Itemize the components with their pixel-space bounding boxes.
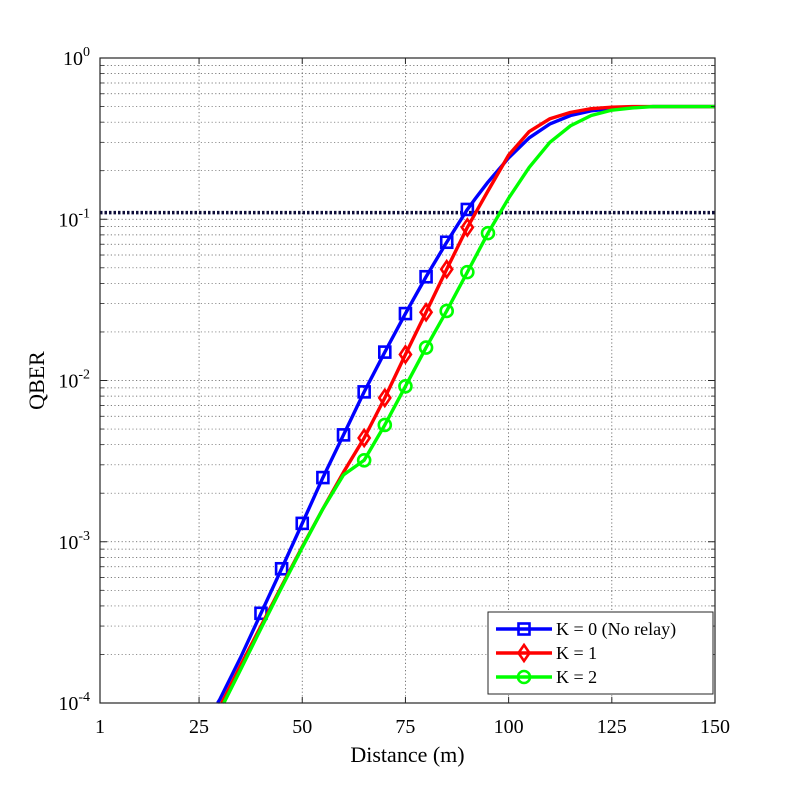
series-marker-k0 <box>377 345 392 359</box>
series-marker-k2 <box>356 452 372 468</box>
series-marker-k1 <box>418 301 434 323</box>
series-marker-k1 <box>439 258 454 280</box>
x-tick-label: 1 <box>95 716 105 738</box>
legend-marker <box>516 669 532 685</box>
series-marker-k0 <box>336 428 351 442</box>
x-tick-label: 100 <box>494 716 524 738</box>
series-marker-k2 <box>480 225 496 241</box>
series-marker-k0 <box>295 516 310 531</box>
x-tick-label: 150 <box>700 716 730 738</box>
series-marker-k2 <box>439 303 455 319</box>
series-marker-k2 <box>418 340 434 355</box>
series-marker-k1 <box>357 427 372 449</box>
series-group <box>216 104 715 704</box>
legend-label: K = 0 (No relay) <box>556 619 676 640</box>
x-tick-label: 75 <box>395 716 415 738</box>
series-marker-k0 <box>316 470 330 485</box>
y-tick-label: 10-2 <box>58 368 90 393</box>
x-tick-label: 125 <box>597 716 627 738</box>
x-axis-label: Distance (m) <box>350 742 464 767</box>
y-tick-label: 100 <box>63 45 90 70</box>
legend-label: K = 1 <box>556 643 597 663</box>
y-tick-label: 10-3 <box>58 529 90 554</box>
series-marker-k2 <box>377 417 393 433</box>
series-marker-k0 <box>398 306 413 321</box>
grid <box>100 58 715 703</box>
legend-label: K = 2 <box>556 667 597 687</box>
y-tick-label: 10-1 <box>58 206 90 231</box>
series-marker-k0 <box>357 385 371 399</box>
x-tick-label: 50 <box>292 716 312 738</box>
series-marker-k1 <box>460 217 475 238</box>
series-marker-k2 <box>460 264 475 280</box>
legend-marker <box>516 642 532 664</box>
x-tick-label: 25 <box>189 716 209 738</box>
series-marker-k0 <box>439 235 454 250</box>
y-tick-label: 10-4 <box>58 690 90 715</box>
series-marker-k0 <box>419 269 433 284</box>
legend-marker <box>517 622 531 636</box>
series-line-k2 <box>222 104 715 704</box>
x-tick-labels: 1 25 50 75 100 125 150 <box>95 716 730 738</box>
series-marker-k0 <box>274 561 289 576</box>
y-axis-label: QBER <box>24 351 49 410</box>
series-marker-k0 <box>460 202 475 217</box>
legend: K = 0 (No relay) K = 1 K = 2 <box>487 611 714 695</box>
series-marker-k1 <box>398 344 413 365</box>
series-marker-k2 <box>398 379 413 394</box>
series-marker-k1 <box>377 387 392 409</box>
y-tick-labels: 10-4 10-3 10-2 10-1 100 <box>58 45 90 715</box>
